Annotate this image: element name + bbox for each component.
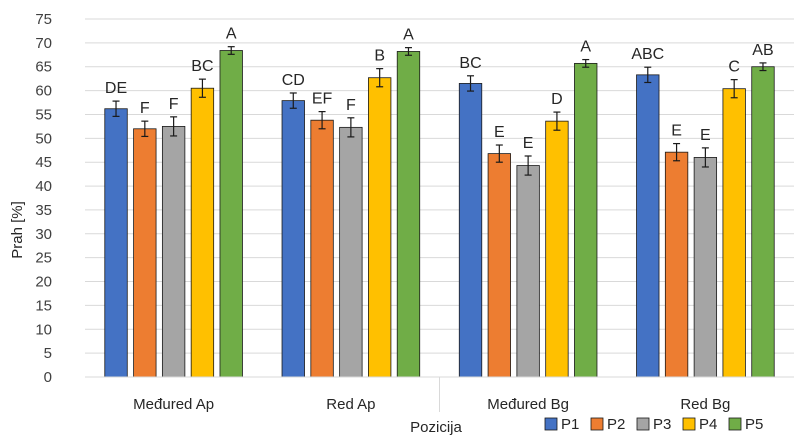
y-tick-label: 10 bbox=[35, 321, 52, 338]
bar-p5-2 bbox=[396, 51, 421, 378]
bar-p2-4 bbox=[664, 151, 689, 378]
y-tick-label: 40 bbox=[35, 178, 52, 195]
data-label: E bbox=[494, 124, 505, 141]
data-label: F bbox=[346, 97, 356, 114]
x-tick-label: Red Ap bbox=[326, 396, 375, 413]
legend: P1 P2 P3 P4 P5 bbox=[544, 416, 763, 433]
y-tick-label: 55 bbox=[35, 106, 52, 123]
bar-p4-1 bbox=[190, 87, 215, 378]
data-label: F bbox=[169, 96, 179, 113]
y-tick-label: 30 bbox=[35, 226, 52, 243]
x-tick-label: Red Bg bbox=[680, 396, 730, 413]
y-tick-label: 60 bbox=[35, 83, 52, 100]
y-tick-label: 0 bbox=[44, 369, 52, 386]
bar-p4-3 bbox=[545, 120, 569, 378]
data-label: BC bbox=[191, 58, 213, 75]
y-tick-label: 35 bbox=[35, 202, 52, 219]
y-axis-ticks: 0 5 10 15 20 25 30 35 40 45 50 55 60 65 70 75 bbox=[35, 11, 52, 386]
bar-p3-4 bbox=[693, 157, 718, 378]
bar-p1-2 bbox=[281, 100, 305, 378]
y-tick-label: 15 bbox=[35, 297, 52, 314]
bar-p2-3 bbox=[487, 153, 511, 378]
bar-p3-3 bbox=[516, 165, 540, 378]
data-label: C bbox=[728, 59, 740, 76]
bar-p5-4 bbox=[751, 66, 775, 378]
data-label: E bbox=[671, 123, 682, 140]
bar-p4-4 bbox=[722, 88, 746, 378]
data-label: F bbox=[140, 100, 150, 117]
bar-p3-2 bbox=[339, 126, 363, 378]
y-tick-label: 5 bbox=[44, 345, 52, 362]
data-label: CD bbox=[282, 72, 305, 89]
data-label: DE bbox=[105, 80, 127, 97]
bars bbox=[104, 46, 775, 378]
y-tick-label: 65 bbox=[35, 59, 52, 76]
legend-swatch-p5 bbox=[728, 417, 742, 431]
data-label: D bbox=[551, 91, 563, 108]
data-label: AB bbox=[752, 42, 773, 59]
legend-label-p4: P4 bbox=[699, 416, 717, 433]
y-tick-label: 45 bbox=[35, 154, 52, 171]
x-axis-categories: Međured Ap Red Ap Međured Bg Red Bg bbox=[133, 396, 730, 413]
legend-swatch-p4 bbox=[682, 417, 696, 431]
data-label: E bbox=[700, 127, 711, 144]
x-axis-title: Pozicija bbox=[410, 419, 462, 436]
bar-p5-1 bbox=[219, 50, 243, 378]
bar-p1-4 bbox=[636, 74, 660, 378]
bar-p3-1 bbox=[161, 126, 186, 378]
legend-label-p2: P2 bbox=[607, 416, 625, 433]
data-label: A bbox=[580, 39, 591, 56]
y-axis-title: Prah [%] bbox=[9, 201, 26, 259]
bar-p1-1 bbox=[104, 108, 128, 378]
data-label: B bbox=[374, 48, 385, 65]
bar-p2-2 bbox=[310, 119, 334, 378]
bar-p5-3 bbox=[574, 62, 598, 378]
data-label: EF bbox=[312, 91, 333, 108]
y-tick-label: 70 bbox=[35, 35, 52, 52]
data-label: E bbox=[523, 135, 534, 152]
data-label: A bbox=[226, 26, 237, 43]
legend-swatch-p2 bbox=[590, 417, 604, 431]
x-tick-label: Međured Bg bbox=[487, 396, 569, 413]
legend-label-p5: P5 bbox=[745, 416, 763, 433]
y-tick-label: 20 bbox=[35, 274, 52, 291]
bar-p2-1 bbox=[133, 128, 157, 378]
x-tick-label: Međured Ap bbox=[133, 396, 214, 413]
data-label: A bbox=[403, 27, 414, 44]
legend-label-p1: P1 bbox=[561, 416, 579, 433]
bar-p4-2 bbox=[368, 77, 392, 378]
bar-p1-3 bbox=[458, 83, 483, 378]
legend-swatch-p3 bbox=[636, 417, 650, 431]
data-label: ABC bbox=[631, 46, 664, 63]
y-tick-label: 25 bbox=[35, 250, 52, 267]
data-label: BC bbox=[459, 55, 481, 72]
y-tick-label: 75 bbox=[35, 11, 52, 28]
legend-swatch-p1 bbox=[544, 417, 558, 431]
legend-label-p3: P3 bbox=[653, 416, 671, 433]
y-tick-label: 50 bbox=[35, 130, 52, 147]
